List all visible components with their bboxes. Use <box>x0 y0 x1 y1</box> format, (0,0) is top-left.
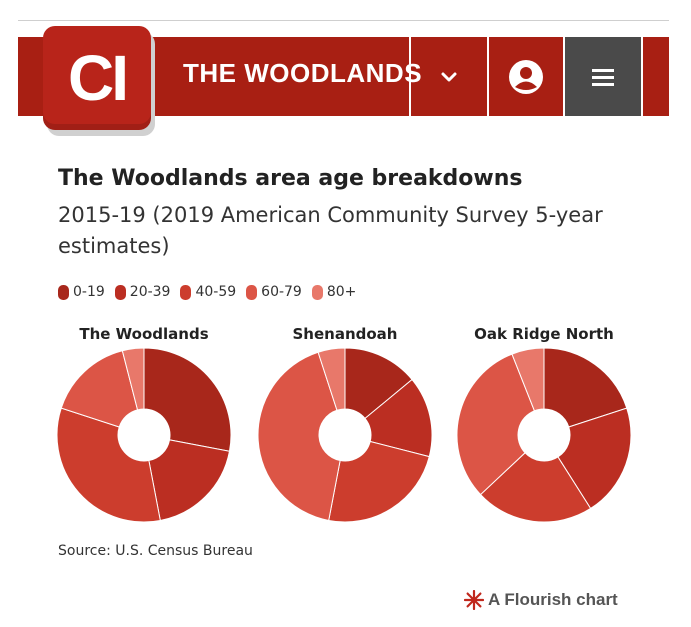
legend-swatch <box>114 284 126 300</box>
menu-button[interactable] <box>565 37 641 116</box>
pie-slice-40-59[interactable] <box>56 407 161 523</box>
legend-item: 80+ <box>311 284 357 300</box>
legend-swatch <box>246 284 258 300</box>
account-button[interactable] <box>489 37 563 116</box>
pie-slice-20-39[interactable] <box>557 407 632 510</box>
legend-label: 60-79 <box>261 284 302 300</box>
nav-divider <box>487 37 489 116</box>
flourish-credit-text: A Flourish chart <box>488 590 618 609</box>
chevron-down-icon <box>441 72 457 81</box>
site-title[interactable]: THE WOODLANDS <box>183 58 423 88</box>
pie-slice-0-19[interactable] <box>543 347 628 428</box>
pie-title-the-woodlands: The Woodlands <box>79 325 209 343</box>
site-logo[interactable]: CI <box>43 26 151 130</box>
pie-slice-40-59[interactable] <box>328 440 430 523</box>
nav-divider <box>641 37 643 116</box>
pie-slice-80+[interactable] <box>317 347 346 411</box>
pie-slice-20-39[interactable] <box>148 439 231 522</box>
nav-divider <box>409 37 411 116</box>
legend-item: 40-59 <box>180 284 236 300</box>
pie-slice-60-79[interactable] <box>60 350 139 428</box>
legend-label: 0-19 <box>73 284 105 300</box>
pie-slice-60-79[interactable] <box>456 353 536 496</box>
logo-text: CI <box>68 42 129 114</box>
source-note: Source: U.S. Census Bureau <box>58 543 253 559</box>
legend-label: 20-39 <box>129 284 171 300</box>
legend-label: 80+ <box>326 284 357 300</box>
pie-slice-80+[interactable] <box>121 347 145 411</box>
legend-swatch <box>180 284 192 300</box>
legend-item: 20-39 <box>114 284 171 300</box>
flourish-credit[interactable]: A Flourish chart <box>464 590 618 610</box>
legend-swatch <box>58 284 69 300</box>
legend-item: 60-79 <box>246 284 302 300</box>
legend-label: 40-59 <box>195 284 237 300</box>
pie-slice-40-59[interactable] <box>479 452 592 523</box>
pie-slice-0-19[interactable] <box>143 347 232 452</box>
chart-title: The Woodlands area age breakdowns <box>58 166 523 191</box>
top-divider <box>18 20 669 21</box>
dropdown-button[interactable] <box>411 37 487 116</box>
pie-slice-20-39[interactable] <box>364 378 433 458</box>
flourish-logo-icon <box>464 590 484 610</box>
nav-divider <box>563 37 565 116</box>
pie-title-oak-ridge-north: Oak Ridge North <box>474 325 614 343</box>
legend-swatch <box>311 284 323 300</box>
chart-subtitle: 2015-19 (2019 American Community Survey … <box>58 203 603 258</box>
pie-title-shenandoah: Shenandoah <box>292 325 398 343</box>
legend-item: 0-19 <box>58 284 105 300</box>
user-icon <box>509 59 543 94</box>
hamburger-menu-icon <box>592 68 614 86</box>
pie-slice-80+[interactable] <box>511 347 545 412</box>
chart-legend: 0-19 20-39 40-59 60-79 80+ <box>58 284 356 300</box>
pie-slice-60-79[interactable] <box>257 351 341 522</box>
